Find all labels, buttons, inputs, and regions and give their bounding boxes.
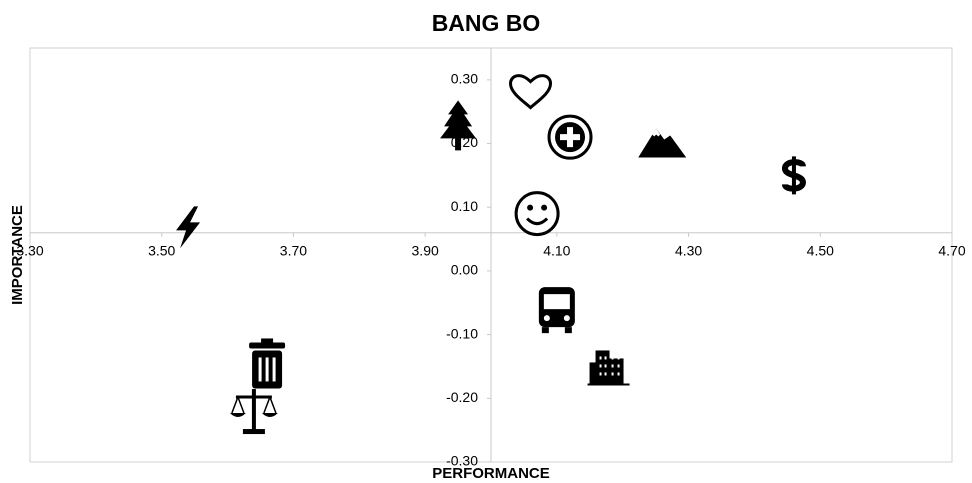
- x-tick-label: 4.10: [543, 242, 570, 258]
- scale-strings: [231, 396, 245, 414]
- mountain: [638, 128, 687, 158]
- x-tick-label: 4.50: [807, 242, 834, 258]
- building: [607, 358, 624, 385]
- mouth: [526, 217, 549, 226]
- eye: [527, 204, 534, 211]
- bus-wheel: [541, 327, 549, 334]
- bin-slot: [272, 357, 276, 382]
- cross: [560, 127, 581, 148]
- scale-pan: [229, 413, 246, 418]
- x-tick-label: 3.50: [148, 242, 175, 258]
- y-tick-label: 0.10: [451, 198, 478, 214]
- point-icon: [538, 287, 575, 334]
- window: [617, 364, 620, 368]
- bus-wheel: [564, 327, 572, 334]
- heart: [509, 74, 553, 110]
- point-icon: [514, 191, 560, 237]
- window: [604, 364, 607, 368]
- scale-pan: [261, 413, 278, 418]
- point-icon: [440, 100, 477, 151]
- window: [599, 372, 602, 376]
- lightning: [176, 206, 201, 249]
- bin-lid: [249, 342, 286, 349]
- building: [589, 362, 598, 385]
- building: [595, 350, 610, 385]
- bin-slot: [265, 357, 269, 382]
- x-tick-label: 3.90: [412, 242, 439, 258]
- y-tick-label: 0.30: [451, 71, 478, 87]
- chart-title: BANG BO: [432, 10, 541, 36]
- bus-light: [563, 315, 570, 322]
- x-tick-label: 4.70: [938, 242, 965, 258]
- bin-slot: [258, 357, 262, 382]
- bus-window: [543, 294, 570, 310]
- snow: [652, 128, 661, 137]
- y-tick-label: -0.20: [446, 389, 478, 405]
- point-icon: [509, 74, 553, 110]
- tree: [440, 100, 477, 151]
- y-tick-label: -0.30: [446, 453, 478, 469]
- x-tick-label: 4.30: [675, 242, 702, 258]
- window: [611, 372, 614, 376]
- y-tick-label: -0.10: [446, 325, 478, 341]
- point-icon: [547, 114, 593, 160]
- bin-handle: [261, 338, 274, 344]
- face: [514, 191, 560, 237]
- scale-base: [242, 429, 265, 435]
- window: [604, 356, 607, 360]
- x-tick-label: 3.70: [280, 242, 307, 258]
- window: [617, 356, 620, 360]
- point-icon: [587, 350, 630, 386]
- bus-light: [543, 315, 550, 322]
- point-icon: [176, 206, 201, 249]
- eye: [541, 204, 548, 211]
- point-icon: [229, 389, 278, 435]
- window: [611, 364, 614, 368]
- window: [604, 372, 607, 376]
- point-icon: [249, 338, 286, 389]
- x-axis-title: PERFORMANCE: [432, 465, 550, 482]
- scale-strings: [263, 396, 277, 414]
- x-tick-label: 3.30: [16, 242, 43, 258]
- y-axis-title: IMPORTANCE: [9, 205, 26, 305]
- window: [617, 372, 620, 376]
- window: [611, 356, 614, 360]
- point-icon: [781, 156, 806, 195]
- window: [599, 364, 602, 368]
- point-icon: [638, 128, 687, 158]
- window: [599, 356, 602, 360]
- y-tick-label: 0.00: [451, 262, 478, 278]
